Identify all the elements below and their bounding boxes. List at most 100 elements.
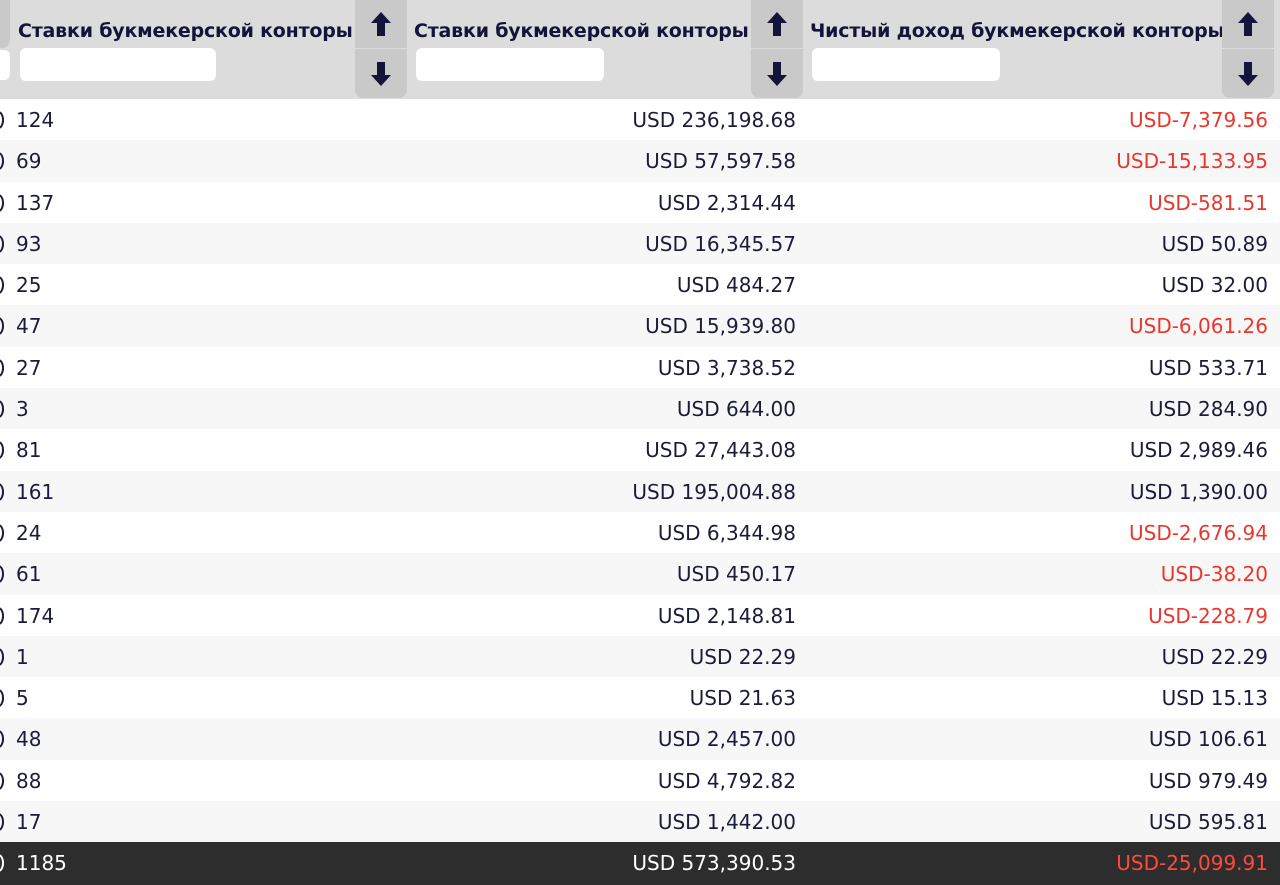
sort-desc-button[interactable] bbox=[1222, 49, 1274, 98]
header-col-net-income: Чистый доход букмекерской конторы bbox=[802, 0, 1280, 99]
table-body: 124 USD 236,198.68 USD-7,379.56 69 USD 57,59… bbox=[0, 99, 1280, 843]
header-col-stakes-count: Ставки букмекерской конторы bbox=[10, 0, 407, 99]
table-row[interactable]: 1 USD 22.29 USD 22.29 bbox=[0, 635, 1280, 678]
cell-stakes: USD 2,314.44 bbox=[657, 190, 796, 215]
cell-count: 174 bbox=[16, 603, 55, 628]
table-row[interactable]: 69 USD 57,597.58 USD-15,133.95 bbox=[0, 140, 1280, 182]
cell-stakes: USD 27,443.08 bbox=[645, 438, 796, 463]
table-total-row: 1185 USD 573,390.53 USD-25,099.91 bbox=[0, 842, 1280, 885]
table-row[interactable]: 3 USD 644.00 USD 284.90 bbox=[0, 388, 1280, 430]
column-title: Ставки букмекерской конторы bbox=[414, 20, 749, 42]
cell-count: 1 bbox=[16, 644, 29, 669]
table-row[interactable]: 5 USD 21.63 USD 15.13 bbox=[0, 677, 1280, 719]
table-row[interactable]: 24 USD 6,344.98 USD-2,676.94 bbox=[0, 511, 1280, 554]
table-row[interactable]: 137 USD 2,314.44 USD-581.51 bbox=[0, 181, 1280, 223]
cell-count: 48 bbox=[16, 727, 42, 752]
row-marker bbox=[0, 482, 4, 501]
row-marker bbox=[0, 565, 4, 584]
table-row[interactable]: 27 USD 3,738.52 USD 533.71 bbox=[0, 346, 1280, 389]
cell-count: 25 bbox=[16, 273, 42, 298]
cell-stakes: USD 22.29 bbox=[689, 644, 796, 669]
filter-input[interactable] bbox=[20, 48, 216, 81]
row-marker bbox=[0, 689, 4, 708]
header-col-stakes-amount: Ставки букмекерской конторы bbox=[406, 0, 803, 99]
cell-net-income: USD 15.13 bbox=[1161, 686, 1268, 711]
table-row[interactable]: 161 USD 195,004.88 USD 1,390.00 bbox=[0, 470, 1280, 512]
cell-net-income: USD-581.51 bbox=[1148, 190, 1268, 215]
cell-stakes: USD 6,344.98 bbox=[657, 520, 796, 545]
cell-count: 24 bbox=[16, 520, 42, 545]
cell-stakes: USD 3,738.52 bbox=[657, 355, 796, 380]
arrow-down-icon bbox=[371, 61, 391, 86]
cell-count: 5 bbox=[16, 686, 29, 711]
cell-net-income: USD 50.89 bbox=[1161, 231, 1268, 256]
table-row[interactable]: 124 USD 236,198.68 USD-7,379.56 bbox=[0, 99, 1280, 141]
table-row[interactable]: 47 USD 15,939.80 USD-6,061.26 bbox=[0, 305, 1280, 347]
table-row[interactable]: 81 USD 27,443.08 USD 2,989.46 bbox=[0, 429, 1280, 471]
cell-stakes: USD 57,597.58 bbox=[645, 149, 796, 174]
sort-desc-button[interactable] bbox=[355, 49, 407, 98]
row-marker bbox=[0, 523, 4, 542]
row-marker bbox=[0, 152, 4, 171]
cell-stakes: USD 16,345.57 bbox=[645, 231, 796, 256]
cell-net-income: USD 106.61 bbox=[1148, 727, 1268, 752]
cell-count: 124 bbox=[16, 108, 55, 132]
row-marker bbox=[0, 234, 4, 253]
table-header: Ставки букмекерской конторы Ставки букме… bbox=[0, 0, 1280, 99]
cell-stakes: USD 450.17 bbox=[676, 562, 796, 587]
cell-count: 61 bbox=[16, 562, 42, 587]
cell-count: 161 bbox=[16, 479, 55, 504]
cell-stakes: USD 15,939.80 bbox=[645, 314, 796, 339]
cell-net-income: USD 533.71 bbox=[1148, 355, 1268, 380]
row-marker bbox=[0, 854, 4, 872]
cell-stakes: USD 236,198.68 bbox=[632, 108, 796, 132]
cell-count: 93 bbox=[16, 231, 42, 256]
sort-asc-button[interactable] bbox=[751, 0, 803, 48]
row-marker bbox=[0, 400, 4, 419]
cell-net-income: USD-38.20 bbox=[1160, 562, 1268, 587]
table-row[interactable]: 48 USD 2,457.00 USD 106.61 bbox=[0, 718, 1280, 760]
cell-stakes: USD 2,148.81 bbox=[657, 603, 796, 628]
row-marker bbox=[0, 193, 4, 212]
sort-desc-button[interactable] bbox=[751, 49, 803, 98]
cell-net-income: USD 595.81 bbox=[1148, 810, 1268, 835]
cell-net-income: USD 284.90 bbox=[1148, 397, 1268, 422]
arrow-up-icon bbox=[767, 12, 787, 36]
row-marker bbox=[0, 771, 4, 790]
cell-stakes: USD 21.63 bbox=[689, 686, 796, 711]
cell-stakes: USD 195,004.88 bbox=[632, 479, 796, 504]
cell-stakes: USD 644.00 bbox=[676, 397, 796, 422]
cell-net-income: USD-6,061.26 bbox=[1128, 314, 1268, 339]
column-title: Ставки букмекерской конторы bbox=[18, 20, 353, 42]
cell-net-income: USD-228.79 bbox=[1148, 603, 1268, 628]
arrow-up-icon bbox=[1238, 12, 1258, 36]
cell-count: 137 bbox=[16, 190, 55, 215]
arrow-up-icon bbox=[371, 12, 391, 36]
cell-net-income: USD 32.00 bbox=[1161, 273, 1268, 298]
cell-stakes: USD 484.27 bbox=[676, 273, 796, 298]
row-marker bbox=[0, 276, 4, 295]
left-sort-button-partial[interactable] bbox=[0, 0, 10, 48]
table-row[interactable]: 17 USD 1,442.00 USD 595.81 bbox=[0, 801, 1280, 843]
filter-input[interactable] bbox=[812, 48, 1000, 81]
table-row[interactable]: 88 USD 4,792.82 USD 979.49 bbox=[0, 759, 1280, 802]
row-marker bbox=[0, 730, 4, 749]
filter-input[interactable] bbox=[416, 48, 604, 81]
row-marker bbox=[0, 606, 4, 625]
table-row[interactable]: 174 USD 2,148.81 USD-228.79 bbox=[0, 594, 1280, 636]
cell-stakes: USD 2,457.00 bbox=[657, 727, 796, 752]
sort-asc-button[interactable] bbox=[1222, 0, 1274, 48]
cell-net-income: USD 1,390.00 bbox=[1129, 479, 1268, 504]
left-column-stub bbox=[0, 0, 10, 99]
table-row[interactable]: 25 USD 484.27 USD 32.00 bbox=[0, 264, 1280, 306]
table-row[interactable]: 93 USD 16,345.57 USD 50.89 bbox=[0, 222, 1280, 265]
column-title: Чистый доход букмекерской конторы bbox=[810, 20, 1225, 42]
cell-count: 17 bbox=[16, 810, 42, 835]
left-filter-partial[interactable] bbox=[0, 50, 10, 80]
table-row[interactable]: 61 USD 450.17 USD-38.20 bbox=[0, 553, 1280, 595]
arrow-down-icon bbox=[1238, 61, 1258, 86]
row-marker bbox=[0, 647, 4, 666]
cell-count: 27 bbox=[16, 355, 42, 380]
row-marker bbox=[0, 813, 4, 832]
sort-asc-button[interactable] bbox=[355, 0, 407, 48]
